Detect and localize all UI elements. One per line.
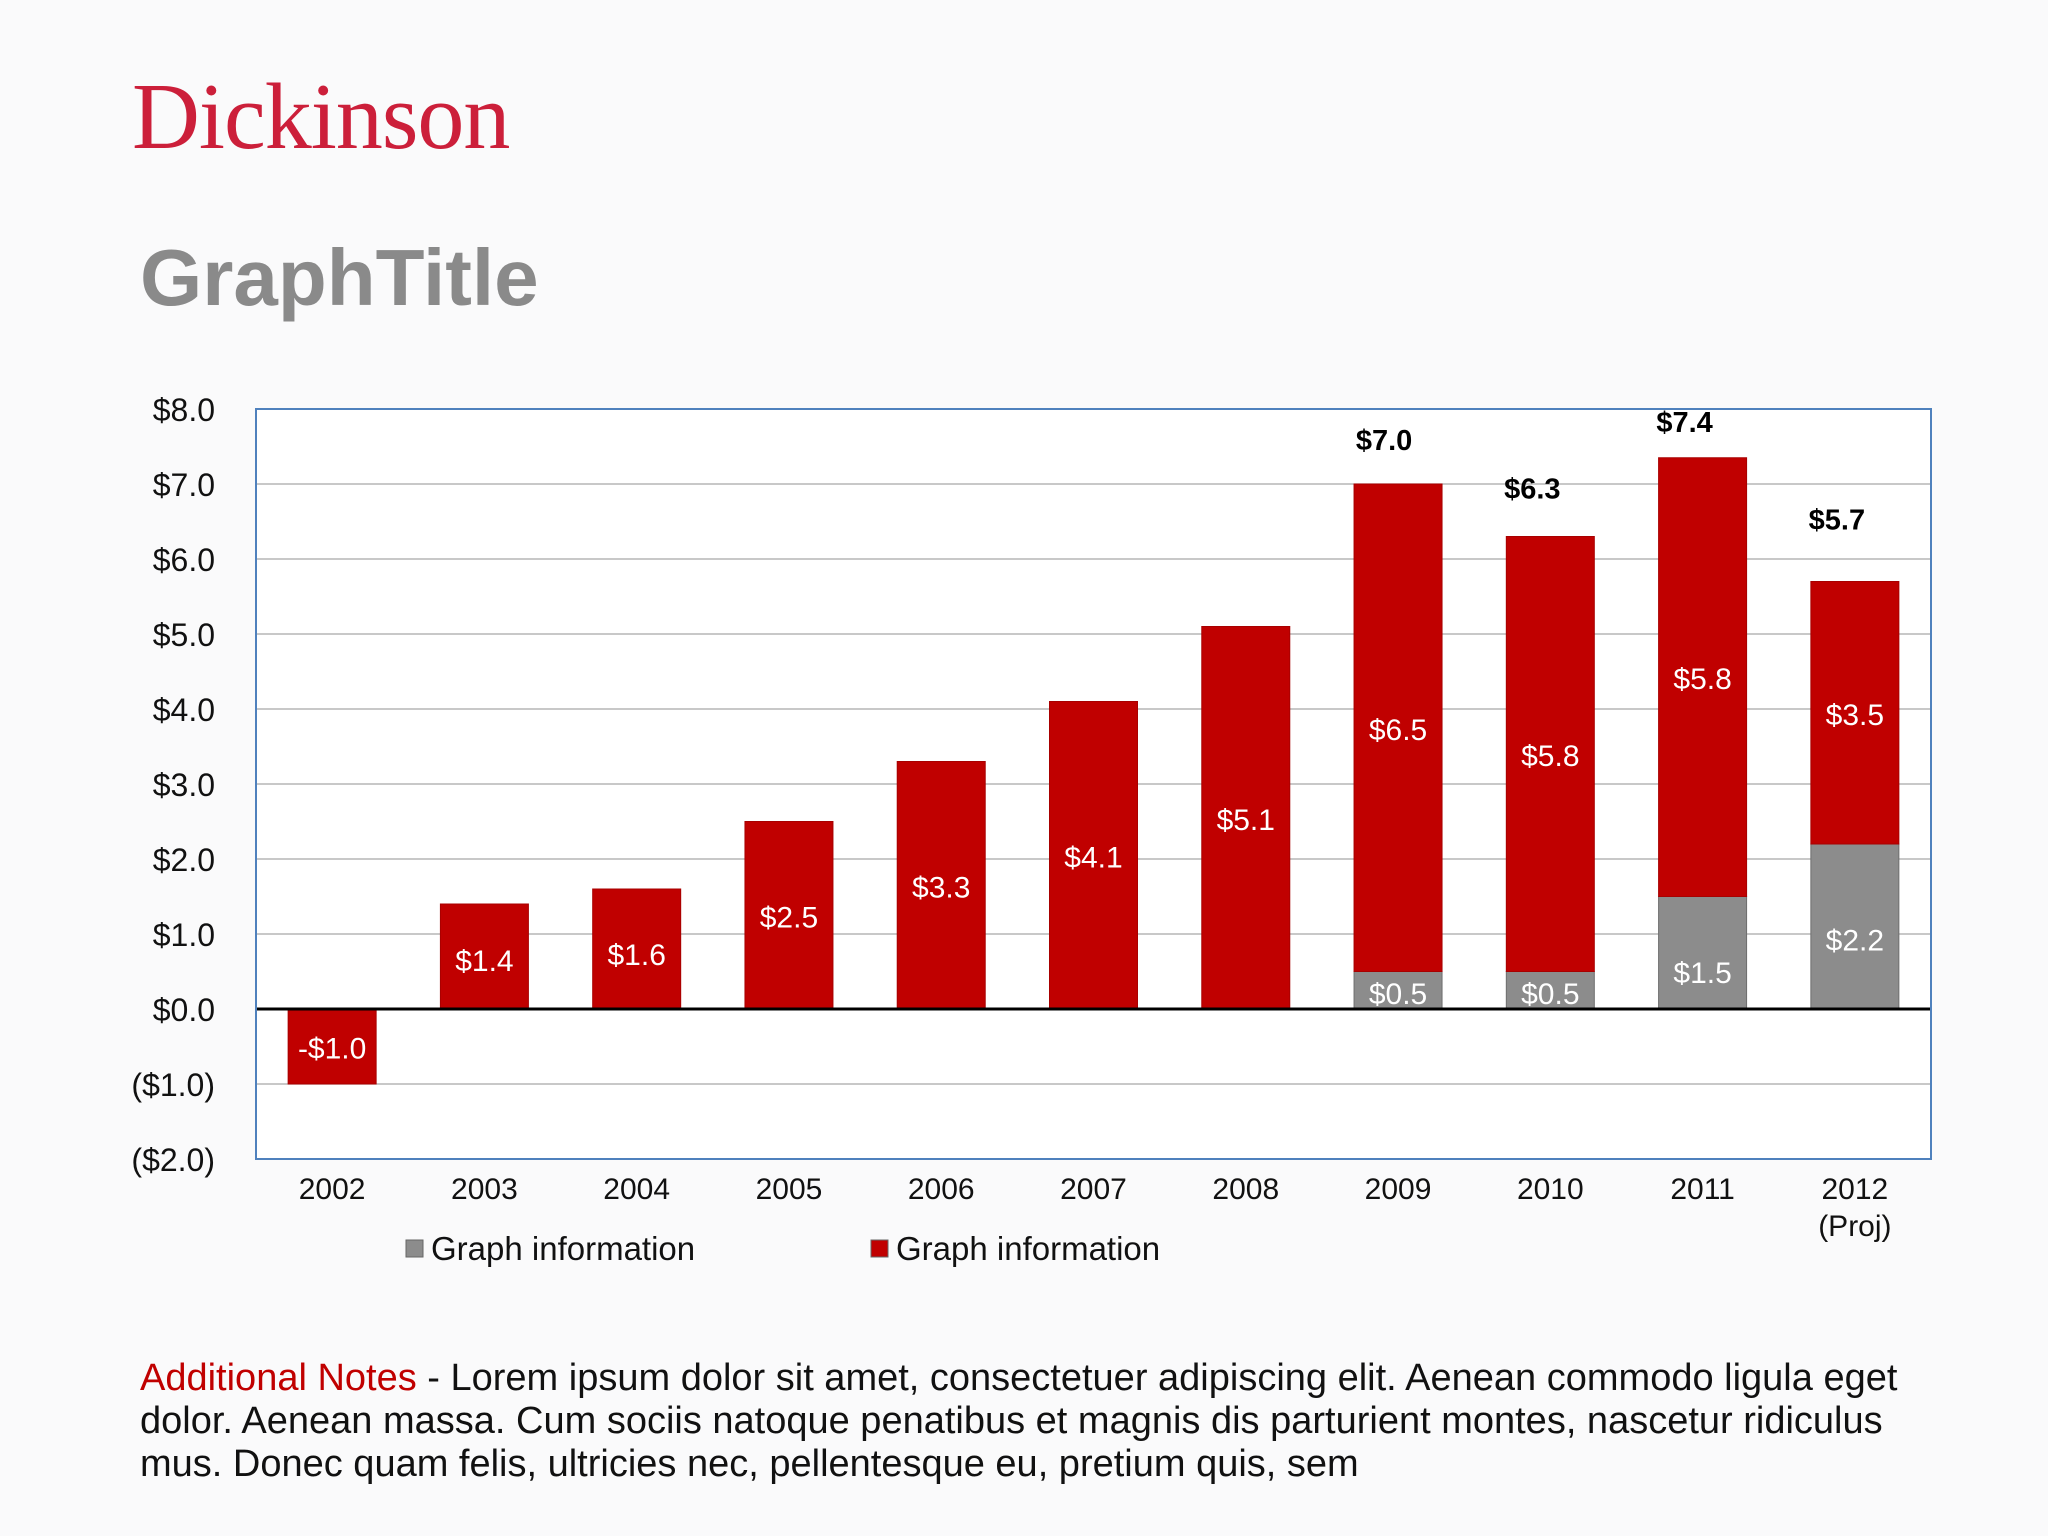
- x-tick-label: 2012: [1821, 1173, 1888, 1206]
- bar-segment-red: [744, 821, 834, 1010]
- bar-value-label: $3.5: [1826, 699, 1884, 732]
- x-tick-label: 2004: [603, 1173, 670, 1206]
- bar-value-label: $6.5: [1369, 714, 1427, 747]
- x-tick-label: 2003: [451, 1173, 518, 1206]
- x-tick-label: 2006: [908, 1173, 975, 1206]
- legend-label: Graph information: [896, 1230, 1160, 1267]
- notes-label: Additional Notes: [140, 1357, 417, 1399]
- bar-segment-gray: [1810, 843, 1900, 1010]
- x-tick-label: 2008: [1212, 1173, 1279, 1206]
- bar-segment-red: [439, 903, 529, 1010]
- graph-title: GraphTitle: [140, 233, 539, 322]
- legend-swatch: [870, 1239, 889, 1258]
- x-tick-label: 2010: [1517, 1173, 1584, 1206]
- notes-text: - Lorem ipsum dolor sit amet, consectetu…: [140, 1357, 1898, 1485]
- bar-segment-red: [1810, 581, 1900, 845]
- bar-value-label: $3.3: [912, 871, 970, 904]
- bar-segment-gray: [1353, 971, 1443, 1010]
- y-tick-label: $8.0: [153, 392, 215, 428]
- y-tick-label: $0.0: [153, 992, 215, 1028]
- bar-segment-red: [1658, 457, 1748, 897]
- legend-label: Graph information: [431, 1230, 695, 1267]
- bar-value-label: $1.6: [607, 939, 665, 972]
- x-tick-label: (Proj): [1818, 1210, 1891, 1243]
- dickinson-logo: Dickinson: [132, 65, 510, 169]
- bar-value-label: $2.5: [760, 901, 818, 934]
- additional-notes: Additional Notes - Lorem ipsum dolor sit…: [140, 1357, 1930, 1486]
- bar-value-label: $4.1: [1064, 841, 1122, 874]
- bar-total-label: $7.4: [1656, 407, 1712, 439]
- y-tick-label: $3.0: [153, 767, 215, 803]
- y-tick-label: ($1.0): [131, 1067, 215, 1103]
- legend-swatch: [405, 1239, 424, 1258]
- bar-segment-red: [592, 888, 682, 1010]
- y-tick-label: $5.0: [153, 617, 215, 653]
- x-tick-label: 2011: [1670, 1173, 1735, 1206]
- bar-value-label: $0.5: [1521, 978, 1579, 1011]
- bar-segment-gray: [1658, 896, 1748, 1010]
- bar-value-label: $5.1: [1217, 804, 1275, 837]
- bar-total-label: $6.3: [1504, 474, 1560, 506]
- bar-value-label: $5.8: [1673, 663, 1731, 696]
- y-tick-label: $4.0: [153, 692, 215, 728]
- x-tick-label: 2007: [1060, 1173, 1127, 1206]
- bar-segment-red: [1353, 483, 1443, 972]
- bar-value-label: $1.4: [455, 945, 513, 978]
- y-tick-label: $2.0: [153, 842, 215, 878]
- x-tick-label: 2009: [1365, 1173, 1432, 1206]
- bar-value-label: $0.5: [1369, 978, 1427, 1011]
- x-tick-label: 2002: [299, 1173, 366, 1206]
- bar-value-label: $2.2: [1826, 925, 1884, 958]
- bar-segment-red: [1505, 536, 1595, 972]
- y-tick-label: $7.0: [153, 467, 215, 503]
- bar-segment-gray: [1505, 971, 1595, 1010]
- x-tick-label: 2005: [756, 1173, 823, 1206]
- bar-total-label: $7.0: [1356, 425, 1412, 457]
- bar-value-label: $1.5: [1673, 957, 1731, 990]
- bar-value-label: -$1.0: [298, 1033, 366, 1066]
- bar-total-label: $5.7: [1809, 505, 1865, 537]
- bar-value-label: $5.8: [1521, 740, 1579, 773]
- bar-segment-red: [896, 761, 986, 1010]
- y-tick-label: $6.0: [153, 542, 215, 578]
- stacked-bar-chart: $8.0 $7.0 $6.0 $5.0 $4.0 $3.0 $2.0 $1.0 $0.0 ($1.…: [131, 392, 1932, 1267]
- bar-segment-red: [1201, 626, 1291, 1010]
- y-tick-label: $1.0: [153, 917, 215, 953]
- plot-frame: [255, 408, 1932, 1160]
- y-tick-label: ($2.0): [131, 1142, 215, 1178]
